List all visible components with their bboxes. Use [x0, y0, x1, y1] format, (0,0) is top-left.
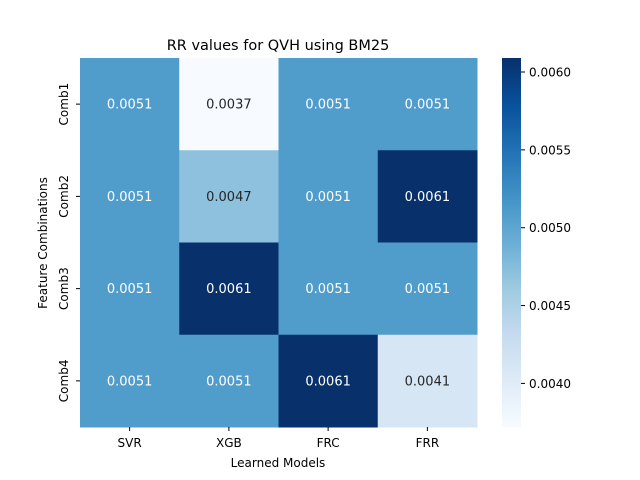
heatmap-cell — [278, 58, 379, 151]
heatmap-cell — [377, 334, 478, 428]
x-axis-label: Learned Models — [231, 456, 326, 470]
colorbar-tick-label: 0.0040 — [529, 377, 571, 391]
colorbar-gradient — [502, 58, 521, 427]
colorbar: 0.0040 0.0045 0.0050 0.0055 0.0060 — [502, 58, 571, 427]
cell-value-label: 0.0061 — [405, 190, 451, 205]
heatmap-cell — [179, 58, 279, 151]
chart-title: RR values for QVH using BM25 — [167, 38, 390, 54]
y-tick-label: Comb4 — [57, 360, 71, 403]
heatmap-cell — [80, 334, 180, 428]
cell-value-label: 0.0051 — [305, 190, 351, 205]
y-tick-label: Comb1 — [57, 83, 71, 126]
cell-value-label: 0.0051 — [206, 374, 252, 389]
heatmap-cell — [80, 150, 180, 243]
cell-value-label: 0.0061 — [206, 282, 252, 297]
cell-value-label: 0.0051 — [305, 282, 351, 297]
cell-value-label: 0.0051 — [405, 282, 451, 297]
cell-value-label: 0.0051 — [107, 190, 153, 205]
x-tick-label: SVR — [118, 436, 142, 450]
heatmap-cell — [377, 150, 478, 243]
cell-value-label: 0.0041 — [405, 374, 451, 389]
cell-value-label: 0.0051 — [107, 374, 153, 389]
cell-value-label: 0.0051 — [305, 98, 351, 113]
heatmap-cell — [80, 242, 180, 336]
heatmap-cells: 0.0051 0.0037 0.0051 0.0051 0.0051 0.0047 0.00… — [80, 58, 478, 428]
cell-value-label: 0.0047 — [206, 190, 252, 205]
y-tick-label: Comb3 — [57, 267, 71, 310]
heatmap-cell — [377, 58, 478, 151]
heatmap-cell — [377, 242, 478, 336]
x-axis: SVR XGB FRC FRR — [118, 427, 440, 450]
y-axis: Comb1 Comb2 Comb3 Comb4 — [57, 83, 80, 402]
heatmap-cell — [278, 242, 379, 336]
x-tick-label: FRR — [416, 436, 440, 450]
colorbar-tick-label: 0.0050 — [529, 221, 571, 235]
colorbar-tick-label: 0.0045 — [529, 299, 571, 313]
cell-value-label: 0.0061 — [305, 374, 351, 389]
x-tick-label: FRC — [317, 436, 340, 450]
y-axis-label: Feature Combinations — [36, 177, 50, 309]
heatmap-cell — [179, 242, 279, 336]
heatmap-cell — [179, 150, 279, 243]
y-tick-label: Comb2 — [57, 175, 71, 218]
heatmap-cell — [179, 334, 279, 428]
heatmap-cell — [80, 58, 180, 151]
colorbar-tick-label: 0.0060 — [529, 66, 571, 80]
cell-value-label: 0.0051 — [107, 98, 153, 113]
heatmap-cell — [278, 150, 379, 243]
cell-value-label: 0.0051 — [107, 282, 153, 297]
cell-value-label: 0.0037 — [206, 98, 252, 113]
heatmap-cell — [278, 334, 379, 428]
x-tick-label: XGB — [216, 436, 242, 450]
cell-value-label: 0.0051 — [405, 98, 451, 113]
colorbar-tick-label: 0.0055 — [529, 143, 571, 157]
